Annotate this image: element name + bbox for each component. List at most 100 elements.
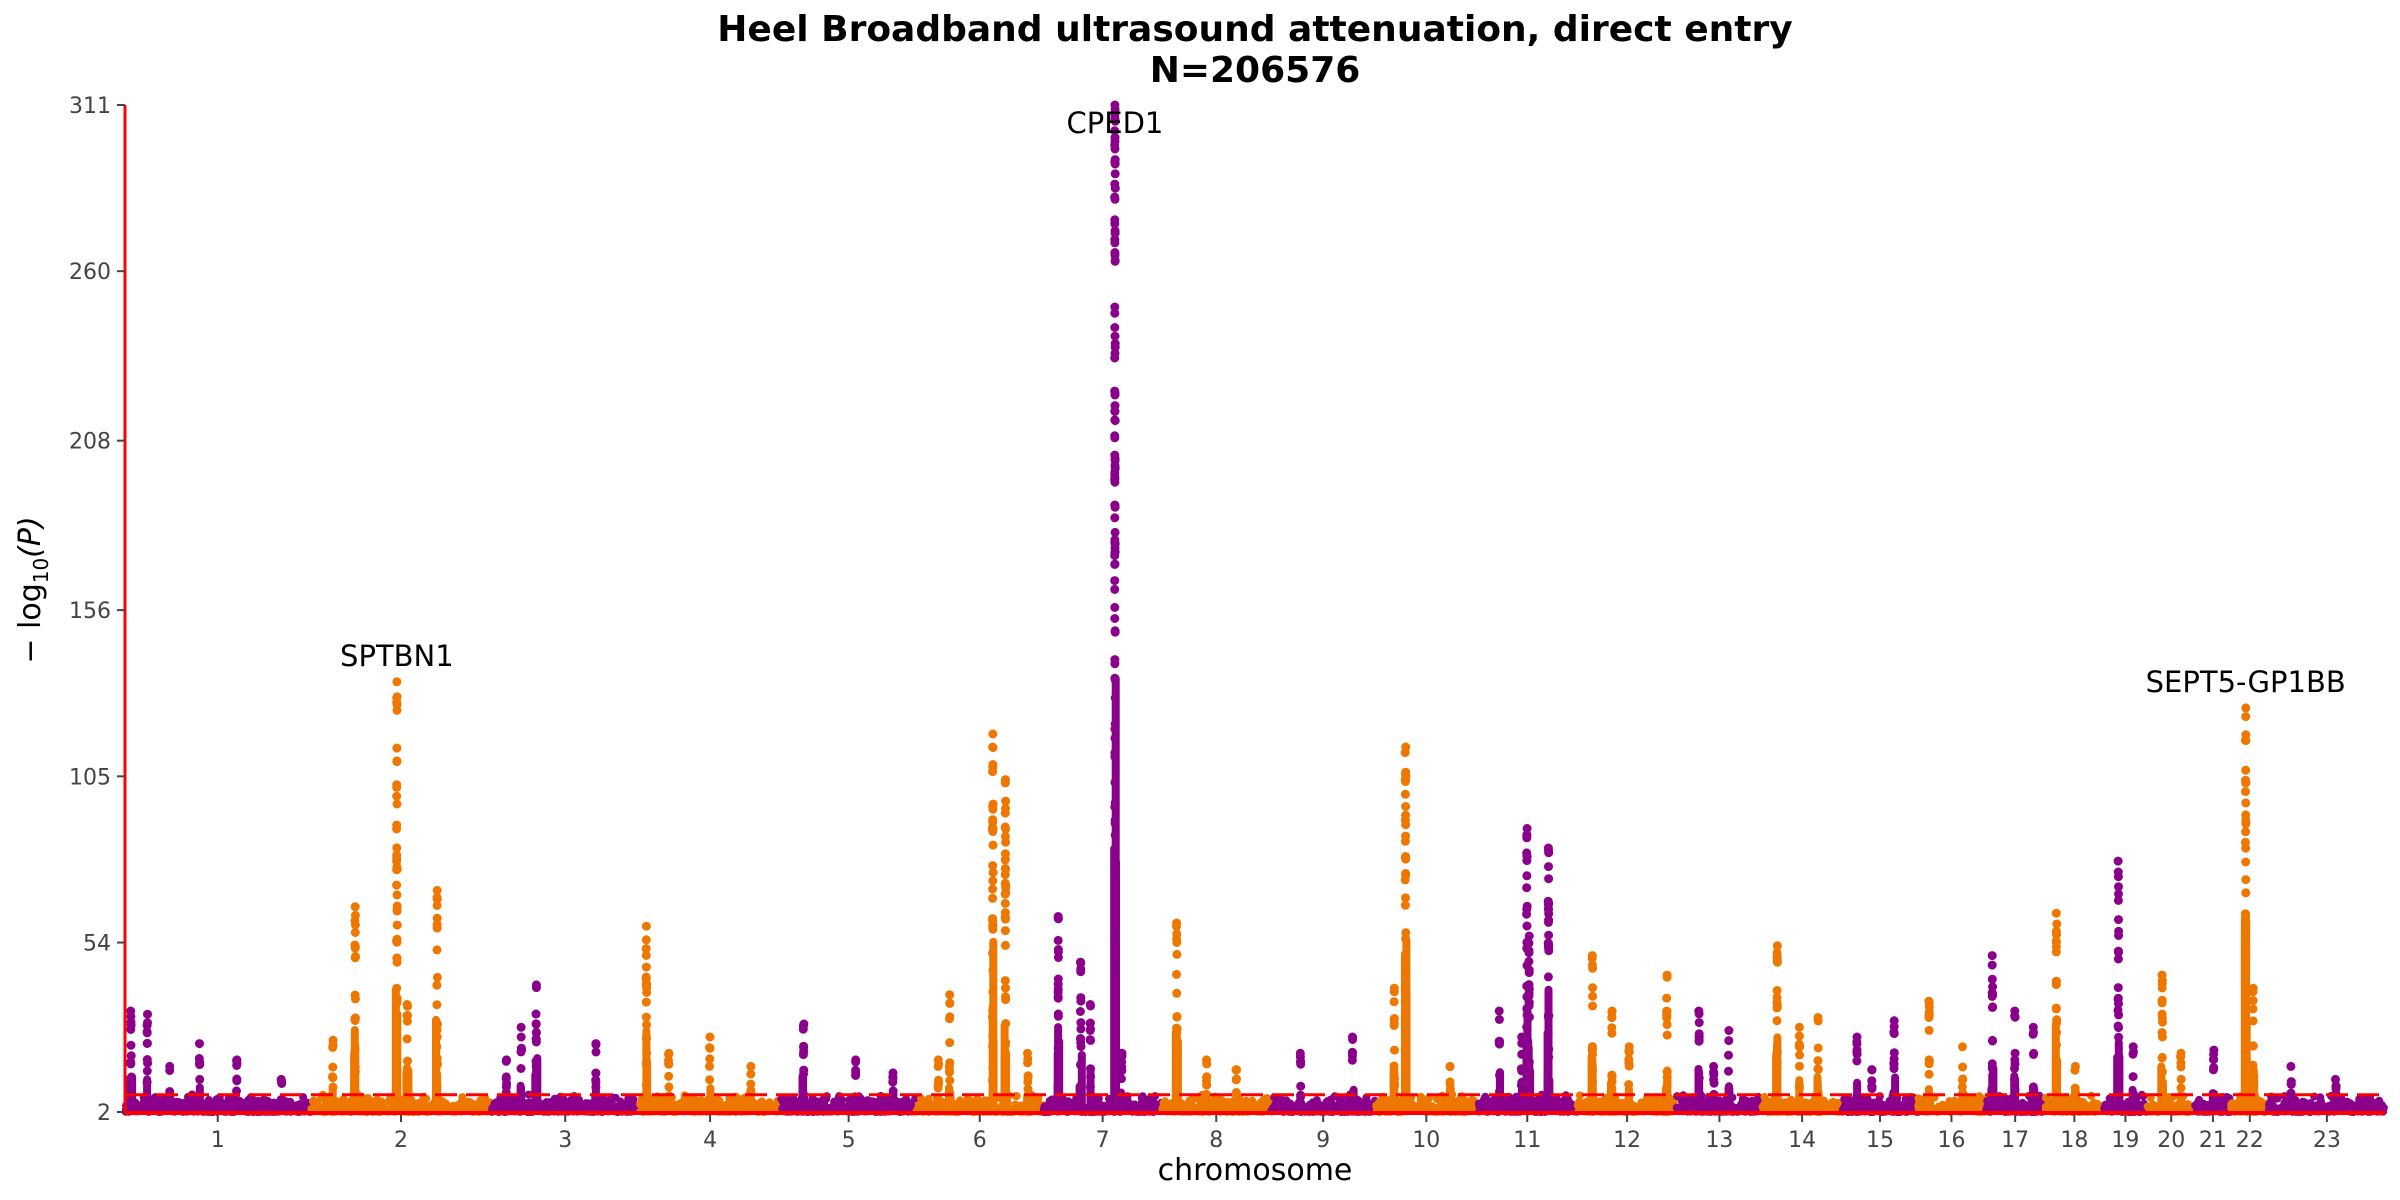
snp-point [338,1100,347,1109]
snp-point [142,1077,152,1087]
snp-point [1110,818,1120,828]
snp-point [1794,1031,1804,1041]
snp-point [1524,938,1534,948]
snp-point [1000,855,1010,865]
snp-point [1000,898,1010,908]
snp-point [664,1059,674,1069]
snp-point [1828,1098,1837,1107]
snp-point [392,890,402,900]
snp-point [350,1067,360,1077]
snp-point [392,1011,402,1021]
snp-point [851,1057,861,1067]
snp-point [1588,1001,1598,1011]
snp-point [605,1099,614,1108]
snp-point [664,1071,674,1081]
snp-point [1524,1057,1534,1067]
snp-point [1524,1012,1534,1022]
snp-point [1110,527,1120,537]
snp-point [481,1094,490,1103]
snp-point [1110,155,1120,165]
snp-point [1075,1007,1085,1016]
snp-point [1724,1066,1733,1076]
snp-point [1000,889,1010,899]
snp-point [1110,1014,1120,1024]
snp-point [1110,948,1120,958]
snp-point [591,1040,601,1050]
chart-title: Heel Broadband ultrasound attenuation, d… [717,9,1792,50]
snp-point [1000,976,1010,986]
snp-point [838,1096,847,1104]
snp-point [142,1039,152,1048]
chromosome-10-points [1372,742,1480,1116]
snp-point [392,953,402,963]
snp-point [988,861,998,871]
snp-point [1001,914,1010,924]
snp-point [1110,401,1120,411]
snp-point [1401,934,1411,944]
snp-point [888,1096,898,1106]
snp-point [1813,1064,1823,1074]
snp-point [350,916,360,926]
snp-point [1001,1038,1011,1047]
snp-point [1172,1044,1182,1054]
snp-point [1172,1055,1182,1065]
snp-point [432,980,442,990]
snp-cluster [1233,1104,1242,1112]
snp-point [1110,169,1120,179]
snp-cluster [532,1098,541,1112]
snp-point [432,972,442,982]
snp-point [392,799,402,809]
snp-point [1076,996,1086,1006]
snp-cluster [1000,1021,1009,1112]
snp-point [1347,1047,1357,1057]
chromosome-14-points [1758,941,1846,1116]
snp-point [1544,946,1554,956]
chromosome-16-points [1914,996,1989,1116]
snp-point [364,1094,372,1102]
snp-point [988,915,998,925]
snp-point [1647,1099,1656,1108]
snp-point [1522,1022,1532,1032]
snp-point [1524,984,1534,994]
snp-point [591,1082,601,1092]
snp-point [1662,972,1672,982]
snp-point [1588,1066,1598,1076]
snp-point [432,945,442,955]
snp-point [516,1022,526,1032]
snp-point [1085,1035,1095,1045]
snp-point [392,993,402,1003]
snp-point [432,1096,442,1106]
snp-point [944,1062,954,1072]
snp-point [432,1060,442,1070]
snp-point [1116,1096,1126,1106]
snp-point [988,1006,998,1016]
snp-point [934,1095,943,1105]
snp-point [1389,997,1399,1007]
snp-point [1743,1098,1752,1107]
snp-point [1400,875,1410,885]
snp-point [1001,864,1011,874]
snp-point [1110,228,1120,238]
snp-point [1001,824,1011,834]
snp-point [988,868,998,878]
snp-point [1401,831,1411,841]
snp-point [642,983,652,993]
snp-point [1172,1012,1182,1022]
snp-point [746,1069,756,1079]
snp-point [1522,909,1532,919]
snp-point [328,1072,337,1082]
snp-point [1202,1059,1212,1069]
snp-point [1517,1066,1527,1076]
snp-point [1522,883,1532,893]
snp-point [1588,1077,1598,1087]
snp-point [1231,1065,1241,1075]
chromosome-1-points [121,1006,315,1116]
snp-point [126,1020,136,1030]
snp-point [570,1102,579,1111]
snp-cluster [1077,1051,1086,1112]
snp-point [564,1100,573,1108]
snp-point [1400,1097,1410,1107]
snp-point [1401,802,1411,811]
snp-point [888,1102,898,1112]
snp-point [705,1099,715,1109]
